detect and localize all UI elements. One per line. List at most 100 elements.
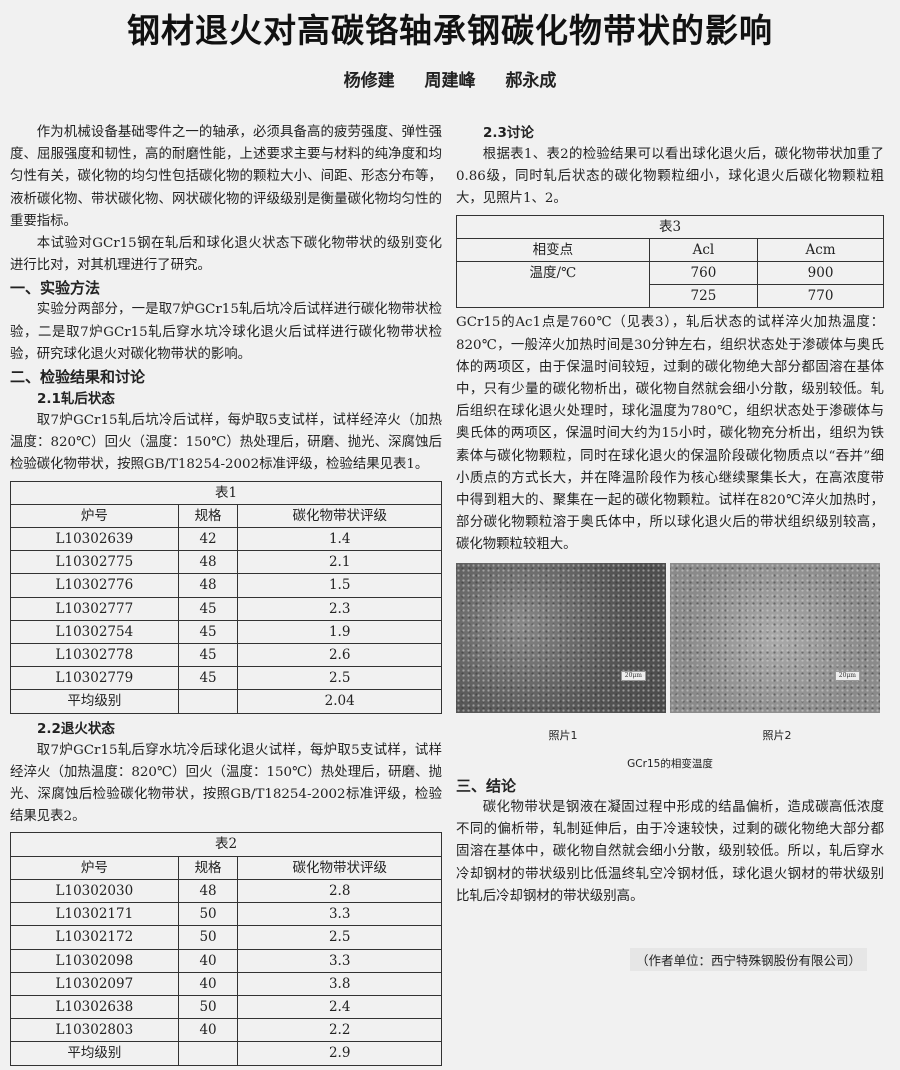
cell: 42 xyxy=(177,527,239,552)
cell: 760 xyxy=(648,261,759,286)
paragraph: 取7炉GCr15轧后穿水坑冷后球化退火试样，每炉取5支试样，试样经淬火（加热温度… xyxy=(10,742,442,825)
subsection-heading: 2.3讨论 xyxy=(483,125,534,141)
cell: 2.2 xyxy=(237,1018,442,1043)
table-row: L10302639 42 1.4 xyxy=(10,527,442,552)
avg-value: 2.04 xyxy=(237,689,442,714)
scale-bar: 20μm xyxy=(620,670,646,681)
photo-captions: 照片1 照片2 xyxy=(456,725,884,747)
authors: 杨修建 周建峰 郝永成 xyxy=(0,66,900,91)
table-row: L10302638 50 2.4 xyxy=(10,994,442,1020)
micrograph-photo-1: 20μm xyxy=(456,562,666,713)
col-header: 炉号 xyxy=(10,855,179,880)
cell: 50 xyxy=(177,902,239,927)
intro-paragraph: 作为机械设备基础零件之一的轴承，必须具备高的疲劳强度、弹性强度、屈服强度和韧性，… xyxy=(10,125,442,229)
cell: 1.9 xyxy=(237,619,442,645)
cell: 45 xyxy=(177,596,239,621)
cell: 2.8 xyxy=(237,878,442,904)
table-caption: 表2 xyxy=(10,832,442,857)
cell: L10302803 xyxy=(10,1018,179,1043)
table-row: L10302098 40 3.3 xyxy=(10,948,442,973)
cell: 900 xyxy=(757,261,884,286)
table-row: L10302030 48 2.8 xyxy=(10,878,442,904)
table-2: 表2 炉号 规格 碳化物带状评级 L10302030 48 2.8 L10302171 50… xyxy=(10,832,442,1066)
paragraph: 根据表1、表2的检验结果可以看出球化退火后，碳化物带状加重了0.86级，同时轧后… xyxy=(456,147,884,207)
table-row: L10302097 40 3.8 xyxy=(10,971,442,996)
author: 郝永成 xyxy=(505,71,557,91)
cell xyxy=(177,689,239,714)
author: 周建峰 xyxy=(424,71,476,91)
paragraph: GCr15的Ac1点是760℃（见表3），轧后状态的试样淬火加热温度：820℃，… xyxy=(456,315,884,553)
cell: 2.3 xyxy=(237,596,442,621)
paragraph: 实验分两部分，一是取7炉GCr15轧后坑冷后试样进行碳化物带状检验，二是取7炉G… xyxy=(10,302,442,362)
cell: L10302779 xyxy=(10,666,179,691)
cell: L10302097 xyxy=(10,971,179,996)
left-column: 作为机械设备基础零件之一的轴承，必须具备高的疲劳强度、弹性强度、屈服强度和韧性，… xyxy=(10,122,442,1070)
cell: L10302030 xyxy=(10,878,179,904)
cell: 48 xyxy=(177,878,239,904)
col-header: 相变点 xyxy=(456,237,650,263)
cell: L10302172 xyxy=(10,925,179,950)
avg-value: 2.9 xyxy=(237,1041,442,1066)
article-title: 钢材退火对高碳铬轴承钢碳化物带状的影响 xyxy=(127,11,773,50)
cell: 725 xyxy=(648,284,759,309)
table-row: L10302775 48 2.1 xyxy=(10,550,442,575)
cell: 2.5 xyxy=(237,666,442,691)
photo-caption: 照片2 xyxy=(762,728,792,742)
cell: 40 xyxy=(177,1018,239,1043)
cell: 3.8 xyxy=(237,971,442,996)
cell: L10302778 xyxy=(10,643,179,668)
section-heading: 一、实验方法 xyxy=(10,279,101,298)
cell: 3.3 xyxy=(237,902,442,927)
col-header: 规格 xyxy=(177,855,239,880)
table-caption: 表1 xyxy=(10,480,442,505)
cell: L10302776 xyxy=(10,573,179,598)
cell: 2.1 xyxy=(237,550,442,575)
cell: 50 xyxy=(177,994,239,1020)
subsection-heading: 2.1轧后状态 xyxy=(37,391,115,408)
table-row: L10302803 40 2.2 xyxy=(10,1018,442,1043)
cell xyxy=(177,1041,239,1066)
cell: 45 xyxy=(177,643,239,668)
average-row: 平均级别 2.9 xyxy=(10,1041,442,1066)
cell: L10302777 xyxy=(10,596,179,621)
cell: 40 xyxy=(177,971,239,996)
paragraph: 取7炉GCr15轧后坑冷后试样，每炉取5支试样，试样经淬火（加热温度：820℃）… xyxy=(10,413,442,473)
cell: 1.4 xyxy=(237,527,442,552)
cell: 48 xyxy=(177,573,239,598)
col-header: 炉号 xyxy=(10,503,179,529)
table-row: L10302778 45 2.6 xyxy=(10,643,442,668)
subsection-heading: 2.2退火状态 xyxy=(37,720,115,737)
cell: 45 xyxy=(177,666,239,691)
cell: 2.6 xyxy=(237,643,442,668)
cell: 40 xyxy=(177,948,239,973)
col-header: 规格 xyxy=(177,503,239,529)
table-row: L10302754 45 1.9 xyxy=(10,619,442,645)
author: 杨修建 xyxy=(343,71,395,91)
col-header: 碳化物带状评级 xyxy=(237,855,442,880)
table-3: 表3 相变点 Acl Acm 温度/℃ 760 900 725 770 xyxy=(456,214,884,309)
table-row: L10302172 50 2.5 xyxy=(10,925,442,950)
table-row: L10302777 45 2.3 xyxy=(10,596,442,621)
cell: 48 xyxy=(177,550,239,575)
cell: L10302754 xyxy=(10,619,179,645)
cell: 50 xyxy=(177,925,239,950)
photo-row: 20μm 20μm xyxy=(456,562,884,713)
average-row: 平均级别 2.04 xyxy=(10,689,442,714)
cell: L10302098 xyxy=(10,948,179,973)
cell: 770 xyxy=(757,284,884,309)
table-1: 表1 炉号 规格 碳化物带状评级 L10302639 42 1.4 L10302775 48… xyxy=(10,480,442,714)
right-column: 2.3讨论 根据表1、表2的检验结果可以看出球化退火后，碳化物带状加重了0.86… xyxy=(456,122,884,908)
table-row: L10302776 48 1.5 xyxy=(10,573,442,598)
cell: L10302171 xyxy=(10,902,179,927)
figure-caption: GCr15的相变温度 xyxy=(627,757,713,770)
table-row: L10302779 45 2.5 xyxy=(10,666,442,691)
cell: 2.5 xyxy=(237,925,442,950)
avg-label: 平均级别 xyxy=(10,689,179,714)
section-heading: 二、检验结果和讨论 xyxy=(10,368,146,387)
cell: 3.3 xyxy=(237,948,442,973)
cell: L10302639 xyxy=(10,527,179,552)
col-header: Acm xyxy=(757,237,884,263)
row-label: 温度/℃ xyxy=(456,261,650,309)
cell: L10302638 xyxy=(10,994,179,1020)
cell: 1.5 xyxy=(237,573,442,598)
